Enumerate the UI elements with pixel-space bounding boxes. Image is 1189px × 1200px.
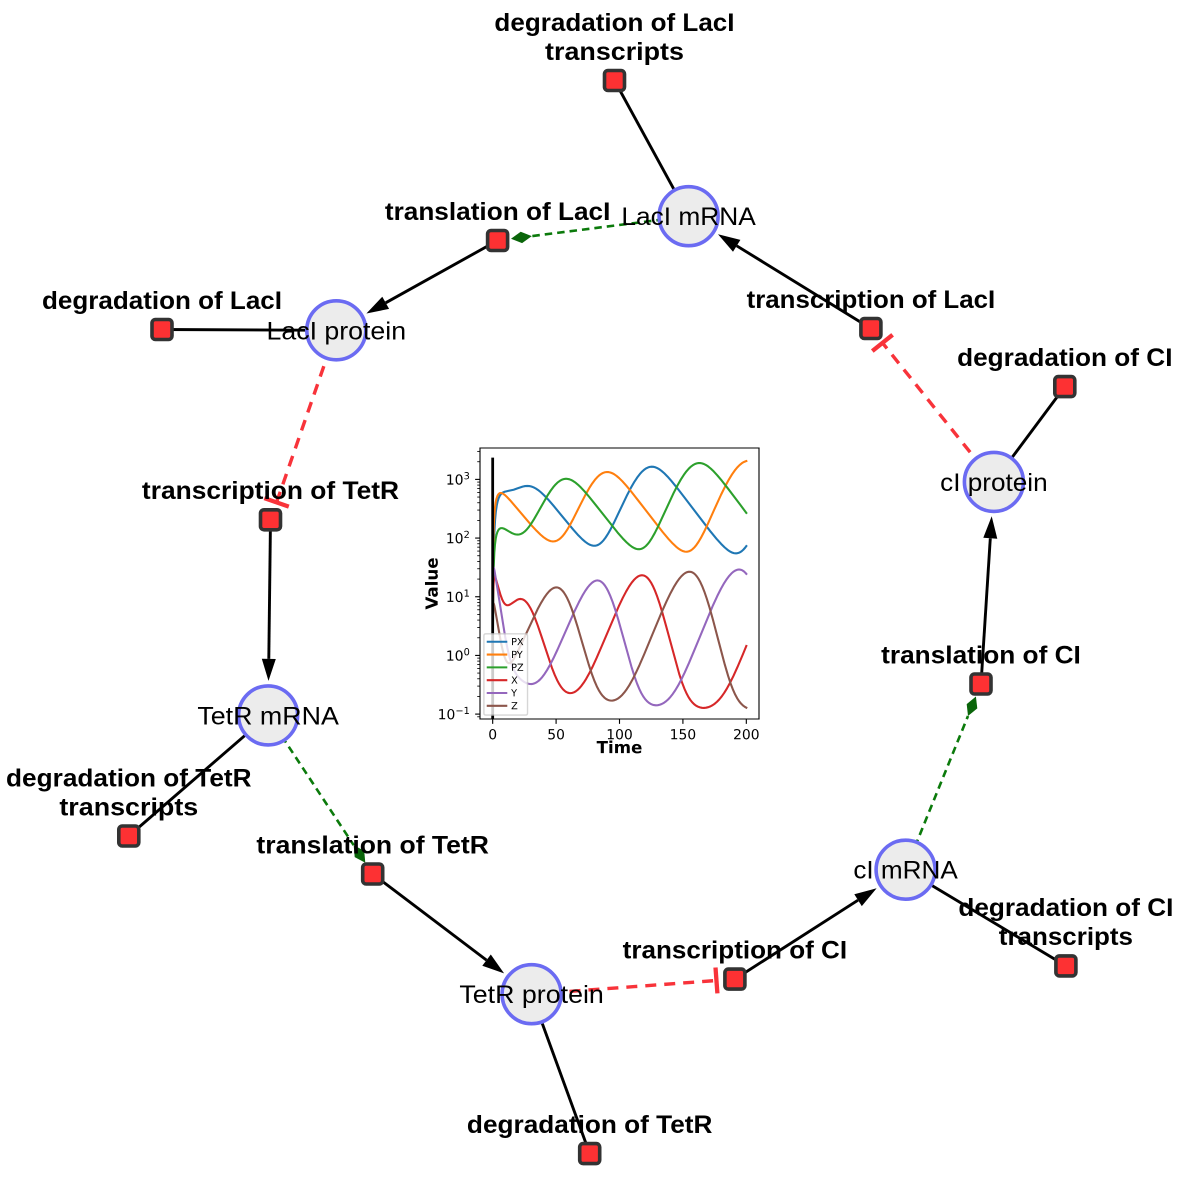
svg-text:degradation of CI: degradation of CI [957, 344, 1172, 372]
svg-text:degradation of TetR: degradation of TetR [6, 764, 252, 792]
svg-text:transcripts: transcripts [59, 793, 198, 821]
svg-text:TetR mRNA: TetR mRNA [197, 702, 339, 730]
svg-text:translation of TetR: translation of TetR [256, 831, 489, 859]
svg-text:transcription of TetR: transcription of TetR [142, 477, 399, 505]
svg-text:transcription of CI: transcription of CI [623, 936, 848, 964]
svg-text:TetR protein: TetR protein [459, 981, 604, 1009]
svg-text:degradation of LacI: degradation of LacI [494, 9, 734, 37]
svg-text:transcripts: transcripts [999, 923, 1133, 951]
svg-text:degradation of TetR: degradation of TetR [467, 1111, 713, 1139]
svg-text:cI mRNA: cI mRNA [853, 857, 958, 885]
svg-text:LacI protein: LacI protein [267, 317, 407, 345]
svg-text:cI protein: cI protein [940, 469, 1048, 497]
svg-text:translation of CI: translation of CI [881, 641, 1081, 669]
svg-text:translation of LacI: translation of LacI [385, 198, 611, 226]
svg-text:LacI mRNA: LacI mRNA [621, 203, 756, 231]
svg-text:degradation of CI: degradation of CI [958, 894, 1173, 922]
svg-text:transcription of LacI: transcription of LacI [747, 286, 996, 314]
svg-text:transcripts: transcripts [545, 38, 684, 66]
svg-text:degradation of LacI: degradation of LacI [42, 287, 282, 315]
